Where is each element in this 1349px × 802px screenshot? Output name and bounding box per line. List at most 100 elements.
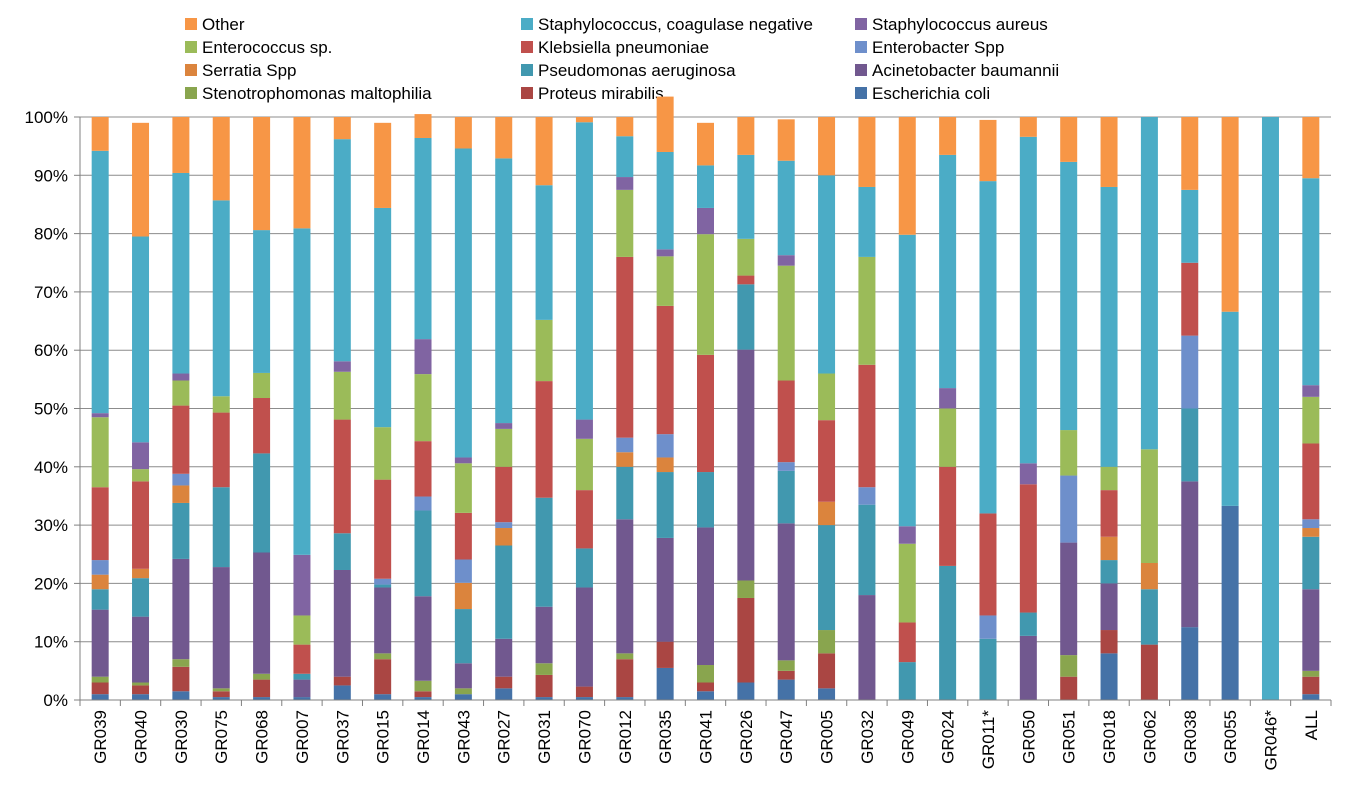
bar-segment-staphylococcus-aureus bbox=[132, 442, 150, 470]
bar-segment-staphylococcus-aureus bbox=[172, 373, 190, 381]
bar-segment-enterococcus-sp bbox=[91, 417, 109, 488]
x-tick-label: GR075 bbox=[212, 710, 231, 764]
bar-segment-staphylococcus-coagulase-negative bbox=[575, 122, 593, 420]
bar-segment-escherichia-coli bbox=[575, 697, 593, 700]
bar-segment-escherichia-coli bbox=[1181, 627, 1199, 700]
bar-segment-staphylococcus-aureus bbox=[575, 419, 593, 439]
bar-segment-pseudomonas-aeruginosa bbox=[91, 589, 109, 610]
bar-segment-staphylococcus-coagulase-negative bbox=[697, 165, 714, 208]
bar-segment-escherichia-coli bbox=[1221, 505, 1239, 700]
y-tick-label: 0% bbox=[43, 691, 68, 710]
bar-stack-gr070 bbox=[575, 117, 593, 700]
legend-item-acinetobacter-baumannii: Acinetobacter baumannii bbox=[855, 61, 1059, 80]
bar-segment-klebsiella-pneumoniae bbox=[818, 420, 836, 502]
bar-segment-proteus-mirabilis bbox=[333, 676, 351, 686]
bar-segment-serratia-spp bbox=[91, 574, 109, 590]
bar-segment-serratia-spp bbox=[818, 501, 836, 526]
legend-item-proteus-mirabilis: Proteus mirabilis bbox=[521, 84, 664, 103]
bar-segment-acinetobacter-baumannii bbox=[858, 595, 876, 700]
bar-segment-proteus-mirabilis bbox=[91, 682, 109, 695]
bar-segment-pseudomonas-aeruginosa bbox=[737, 284, 755, 350]
bar-segment-stenotrophomonas-maltophilia bbox=[172, 659, 190, 667]
bar-stack-gr032 bbox=[858, 117, 876, 700]
legend-item-stenotrophomonas-maltophilia: Stenotrophomonas maltophilia bbox=[185, 84, 432, 103]
bar-stack-gr041 bbox=[697, 122, 714, 700]
bar-segment-stenotrophomonas-maltophilia bbox=[374, 653, 392, 660]
bar-segment-enterococcus-sp bbox=[1140, 449, 1158, 563]
bar-segment-enterococcus-sp bbox=[333, 371, 351, 420]
bar-segment-stenotrophomonas-maltophilia bbox=[414, 680, 432, 692]
bar-segment-stenotrophomonas-maltophilia bbox=[1060, 655, 1078, 677]
bar-segment-acinetobacter-baumannii bbox=[91, 609, 109, 677]
bar-stack-gr040 bbox=[132, 122, 150, 700]
bar-segment-pseudomonas-aeruginosa bbox=[293, 673, 311, 680]
legend-item-pseudomonas-aeruginosa: Pseudomonas aeruginosa bbox=[521, 61, 736, 80]
legend-item-staphylococcus-aureus: Staphylococcus aureus bbox=[855, 15, 1048, 34]
legend-label: Enterococcus sp. bbox=[202, 38, 332, 57]
bar-segment-klebsiella-pneumoniae bbox=[1019, 484, 1037, 613]
bar-stack-gr030 bbox=[172, 117, 190, 700]
bar-segment-acinetobacter-baumannii bbox=[575, 587, 593, 687]
x-tick-label: GR047 bbox=[777, 710, 796, 764]
bar-segment-proteus-mirabilis bbox=[253, 679, 271, 698]
bar-segment-enterobacter-spp bbox=[414, 496, 432, 511]
bar-segment-staphylococcus-coagulase-negative bbox=[1261, 117, 1279, 700]
bar-segment-other bbox=[1181, 117, 1199, 190]
bar-segment-enterococcus-sp bbox=[132, 469, 150, 482]
bar-segment-pseudomonas-aeruginosa bbox=[898, 662, 916, 700]
bar-segment-pseudomonas-aeruginosa bbox=[1100, 560, 1118, 584]
bar-segment-escherichia-coli bbox=[212, 697, 230, 700]
bar-segment-enterococcus-sp bbox=[939, 408, 957, 467]
bar-segment-acinetobacter-baumannii bbox=[737, 349, 755, 581]
bar-segment-serratia-spp bbox=[132, 568, 150, 579]
bar-segment-enterobacter-spp bbox=[1060, 475, 1078, 543]
bar-segment-enterococcus-sp bbox=[1060, 430, 1078, 476]
bars bbox=[91, 96, 1320, 700]
bar-segment-enterococcus-sp bbox=[858, 256, 876, 365]
bar-segment-escherichia-coli bbox=[737, 682, 755, 700]
bar-segment-stenotrophomonas-maltophilia bbox=[1302, 670, 1320, 677]
x-tick-label: GR050 bbox=[1019, 710, 1038, 764]
bar-segment-serratia-spp bbox=[454, 582, 472, 610]
bar-segment-enterococcus-sp bbox=[495, 428, 513, 467]
x-tick-label: GR062 bbox=[1140, 710, 1159, 764]
legend-swatch bbox=[521, 64, 533, 76]
bar-stack-gr011 bbox=[979, 119, 997, 700]
bar-segment-other bbox=[818, 117, 836, 176]
bar-segment-proteus-mirabilis bbox=[616, 659, 634, 698]
bar-segment-other bbox=[91, 117, 109, 151]
bar-segment-staphylococcus-coagulase-negative bbox=[253, 230, 271, 373]
bar-segment-escherichia-coli bbox=[132, 694, 150, 700]
bar-segment-escherichia-coli bbox=[1100, 653, 1118, 700]
bar-segment-escherichia-coli bbox=[1302, 694, 1320, 700]
legend-swatch bbox=[855, 18, 867, 30]
bar-segment-enterococcus-sp bbox=[777, 265, 795, 381]
y-tick-label: 40% bbox=[34, 458, 68, 477]
legend-item-escherichia-coli: Escherichia coli bbox=[855, 84, 990, 103]
bar-segment-staphylococcus-aureus bbox=[414, 339, 432, 375]
x-tick-label: GR018 bbox=[1100, 710, 1119, 764]
bar-stack-gr047 bbox=[777, 119, 795, 700]
bar-segment-serratia-spp bbox=[656, 457, 674, 473]
bar-stack-gr035 bbox=[656, 96, 674, 700]
bar-segment-klebsiella-pneumoniae bbox=[333, 419, 351, 534]
bar-segment-acinetobacter-baumannii bbox=[1060, 542, 1078, 656]
bar-segment-other bbox=[535, 117, 553, 186]
y-tick-label: 10% bbox=[34, 633, 68, 652]
bar-segment-pseudomonas-aeruginosa bbox=[818, 525, 836, 631]
bar-segment-enterobacter-spp bbox=[656, 434, 674, 458]
legend-label: Enterobacter Spp bbox=[872, 38, 1004, 57]
bar-stack-gr049 bbox=[898, 117, 916, 700]
bar-stack-gr031 bbox=[535, 117, 553, 700]
bar-segment-staphylococcus-coagulase-negative bbox=[212, 200, 230, 397]
bar-segment-pseudomonas-aeruginosa bbox=[253, 453, 271, 553]
bar-segment-enterococcus-sp bbox=[1302, 396, 1320, 444]
bar-segment-proteus-mirabilis bbox=[737, 597, 755, 683]
bar-segment-stenotrophomonas-maltophilia bbox=[253, 673, 271, 680]
bar-segment-klebsiella-pneumoniae bbox=[172, 405, 190, 474]
bar-segment-acinetobacter-baumannii bbox=[495, 638, 513, 677]
legend-item-enterococcus-sp: Enterococcus sp. bbox=[185, 38, 332, 57]
bar-segment-enterococcus-sp bbox=[535, 319, 553, 382]
bar-segment-klebsiella-pneumoniae bbox=[414, 441, 432, 497]
